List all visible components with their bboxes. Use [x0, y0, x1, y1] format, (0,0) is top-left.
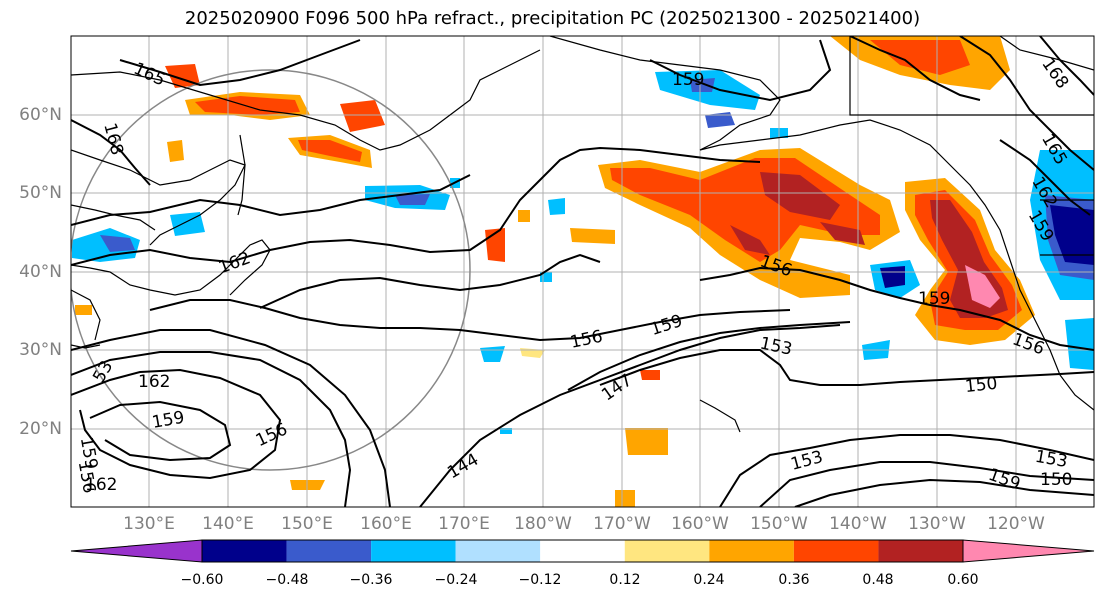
colorbar-tick: −0.60	[180, 572, 224, 588]
lon-label: 150°E	[281, 514, 333, 534]
lat-label: 30°N	[19, 340, 62, 360]
colorbar-box	[793, 540, 879, 562]
contour-label: 150	[1040, 470, 1072, 490]
colorbar-tick: −0.48	[265, 572, 309, 588]
lon-label: 130°E	[123, 514, 175, 534]
lon-label: 170°W	[593, 514, 651, 534]
colorbar-tick: 0.60	[947, 572, 979, 588]
colorbar-box	[455, 540, 541, 562]
lon-label: 170°E	[438, 514, 490, 534]
colorbar-tick: −0.36	[349, 572, 393, 588]
coastlines	[71, 36, 1094, 433]
colorbar-tick: 0.36	[778, 572, 810, 588]
lat-label: 40°N	[19, 262, 62, 282]
colorbar-tick: 0.12	[609, 572, 641, 588]
lat-label: 20°N	[19, 419, 62, 439]
colorbar-tick: −0.12	[518, 572, 562, 588]
colorbar-box	[202, 540, 287, 562]
colorbar-outline	[201, 539, 964, 563]
lon-label: 120°W	[987, 514, 1045, 534]
lon-label: 140°E	[202, 514, 254, 534]
contour-label: 162	[138, 372, 170, 392]
colorbar-box	[540, 540, 625, 562]
lon-label: 130°W	[908, 514, 966, 534]
lat-label: 60°N	[19, 105, 62, 125]
colorbar-extend-low	[70, 539, 203, 563]
map-border	[70, 35, 1095, 508]
height-contours	[71, 36, 1094, 507]
lon-label: 160°W	[671, 514, 729, 534]
colorbar-tick: 0.48	[862, 572, 894, 588]
colorbar-box	[709, 540, 794, 562]
contour-label: 159	[672, 70, 704, 90]
domain-circle	[71, 69, 471, 471]
colorbar-box	[286, 540, 372, 562]
lon-label: 150°W	[750, 514, 808, 534]
colorbar	[70, 539, 1095, 563]
contour-label: 159	[918, 289, 950, 309]
contour-label: 162	[85, 475, 117, 495]
lon-label: 140°W	[829, 514, 887, 534]
colorbar-box	[371, 540, 456, 562]
map-title: 2025020900 F096 500 hPa refract., precip…	[184, 8, 921, 29]
colorbar-tick: 0.24	[693, 572, 725, 588]
contour-label: 150	[964, 374, 998, 397]
colorbar-box	[624, 540, 710, 562]
lat-label: 50°N	[19, 183, 62, 203]
colorbar-tick: −0.24	[434, 572, 478, 588]
colorbar-box	[878, 540, 963, 562]
lon-label: 180°W	[514, 514, 572, 534]
colorbar-extend-high	[962, 539, 1095, 563]
lon-label: 160°E	[360, 514, 412, 534]
